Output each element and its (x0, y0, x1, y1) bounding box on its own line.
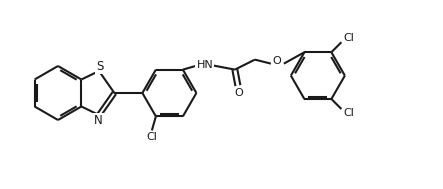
Text: HN: HN (197, 60, 213, 70)
Text: S: S (96, 60, 104, 73)
Text: O: O (234, 88, 243, 98)
Text: Cl: Cl (147, 132, 157, 142)
Text: N: N (93, 115, 102, 128)
Text: O: O (272, 56, 281, 66)
Text: Cl: Cl (343, 33, 354, 43)
Text: Cl: Cl (343, 108, 354, 118)
